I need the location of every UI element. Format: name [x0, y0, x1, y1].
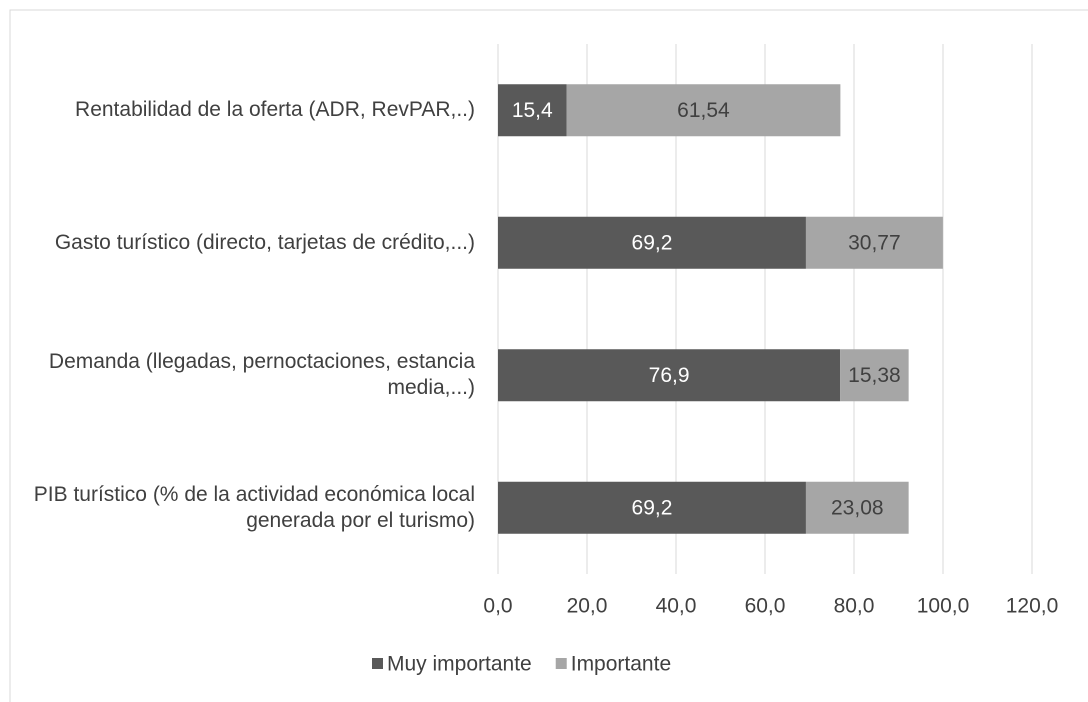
data-label: 61,54	[677, 99, 730, 122]
data-label: 15,4	[512, 99, 553, 122]
data-label: 23,08	[831, 496, 884, 519]
category-label: Gasto turístico (directo, tarjetas de cr…	[54, 230, 475, 254]
bar-segment	[498, 481, 806, 534]
x-tick-label: 40,0	[656, 595, 697, 618]
category-label: Rentabilidad de la oferta (ADR, RevPAR,.…	[75, 98, 475, 122]
bar-segment	[498, 216, 806, 269]
x-tick-label: 0,0	[483, 595, 512, 618]
data-label: 30,77	[848, 231, 901, 254]
x-tick-label: 20,0	[567, 595, 608, 618]
chart-frame	[9, 9, 1088, 702]
x-tick-label: 80,0	[834, 595, 875, 618]
data-label: 76,9	[649, 364, 690, 387]
bar-segment	[805, 216, 943, 269]
x-tick-label: 60,0	[745, 595, 786, 618]
data-label: 69,2	[632, 231, 673, 254]
data-label: 69,2	[632, 496, 673, 519]
bar-segment	[498, 84, 567, 137]
data-label: 15,38	[848, 364, 901, 387]
legend-swatch	[555, 658, 567, 669]
category-label: PIB turístico (% de la actividad económi…	[33, 482, 475, 532]
legend-swatch	[372, 658, 383, 669]
category-label: Demanda (llegadas, pernoctaciones, estan…	[48, 350, 475, 400]
bar-segment	[805, 481, 909, 534]
bar-segment	[566, 84, 841, 137]
legend-label: Importante	[571, 653, 671, 676]
x-tick-label: 120,0	[1006, 595, 1059, 618]
legend-label: Muy importante	[387, 653, 532, 676]
bar-segment	[840, 349, 909, 402]
bar-segment	[498, 349, 841, 402]
x-tick-label: 100,0	[917, 595, 970, 618]
